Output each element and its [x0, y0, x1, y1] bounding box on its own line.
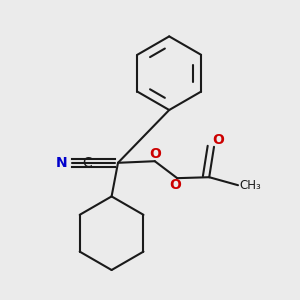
- Text: CH₃: CH₃: [239, 179, 261, 192]
- Text: C: C: [83, 156, 92, 170]
- Text: O: O: [149, 147, 161, 161]
- Text: O: O: [212, 133, 224, 147]
- Text: N: N: [56, 156, 68, 170]
- Text: O: O: [170, 178, 182, 192]
